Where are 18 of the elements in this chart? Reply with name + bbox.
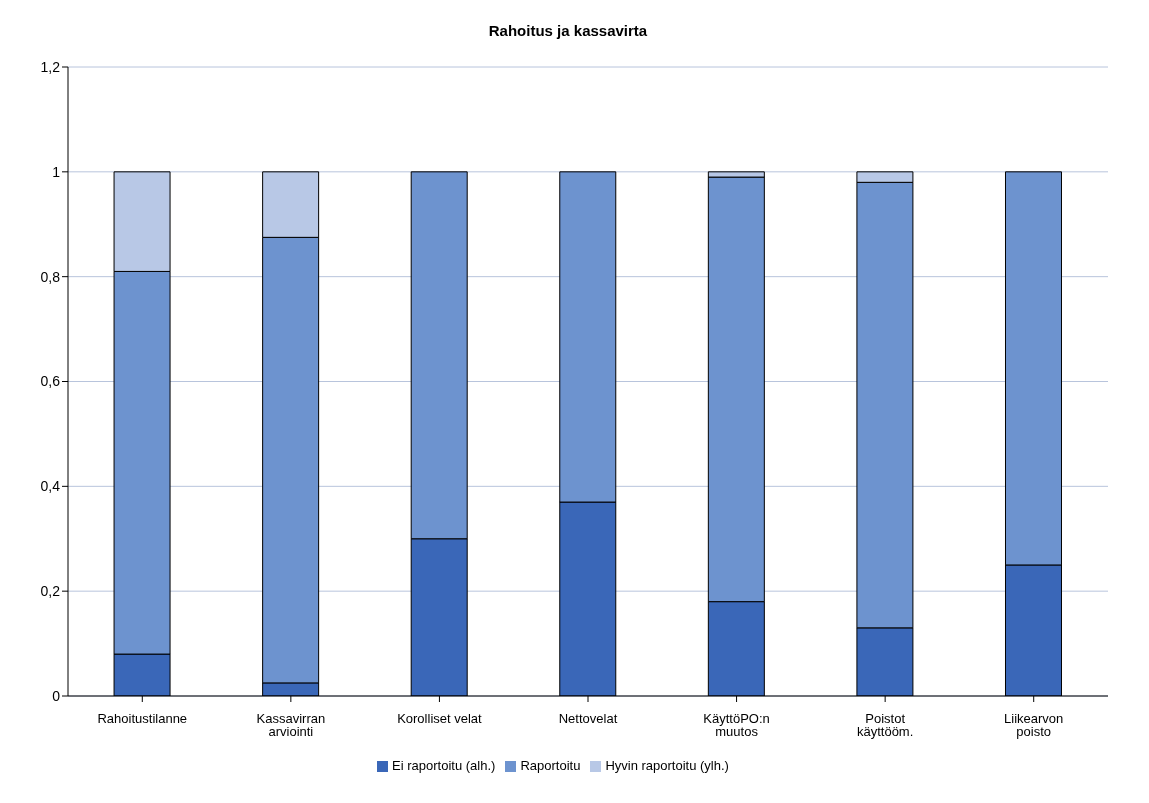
chart-title: Rahoitus ja kassavirta	[487, 22, 649, 39]
y-tick-label: 0,8	[40, 268, 61, 285]
y-tick-label: 1,2	[40, 58, 61, 75]
x-tick-label: KäyttöPO:n muutos	[703, 711, 770, 740]
y-tick-label: 0,6	[40, 373, 61, 390]
legend-label: Hyvin raportoitu (ylh.)	[605, 758, 729, 773]
x-tick-label: Kassavirran arviointi	[256, 711, 326, 740]
x-tick-label: Liikearvon poisto	[1004, 711, 1064, 740]
y-tick-label: 0,4	[40, 478, 61, 495]
y-tick-label: 0,2	[40, 583, 61, 600]
x-tick-label: Nettovelat	[558, 711, 618, 727]
y-tick-label: 0	[52, 687, 61, 704]
x-tick-label: Rahoitustilanne	[97, 711, 188, 727]
x-tick-label: Korolliset velat	[397, 711, 483, 727]
y-tick-label: 1	[52, 163, 61, 180]
x-tick-label: Poistot käyttööm.	[856, 711, 914, 740]
legend-label: Raportoitu	[520, 758, 581, 773]
legend-label: Ei raportoitu (alh.)	[392, 758, 496, 773]
